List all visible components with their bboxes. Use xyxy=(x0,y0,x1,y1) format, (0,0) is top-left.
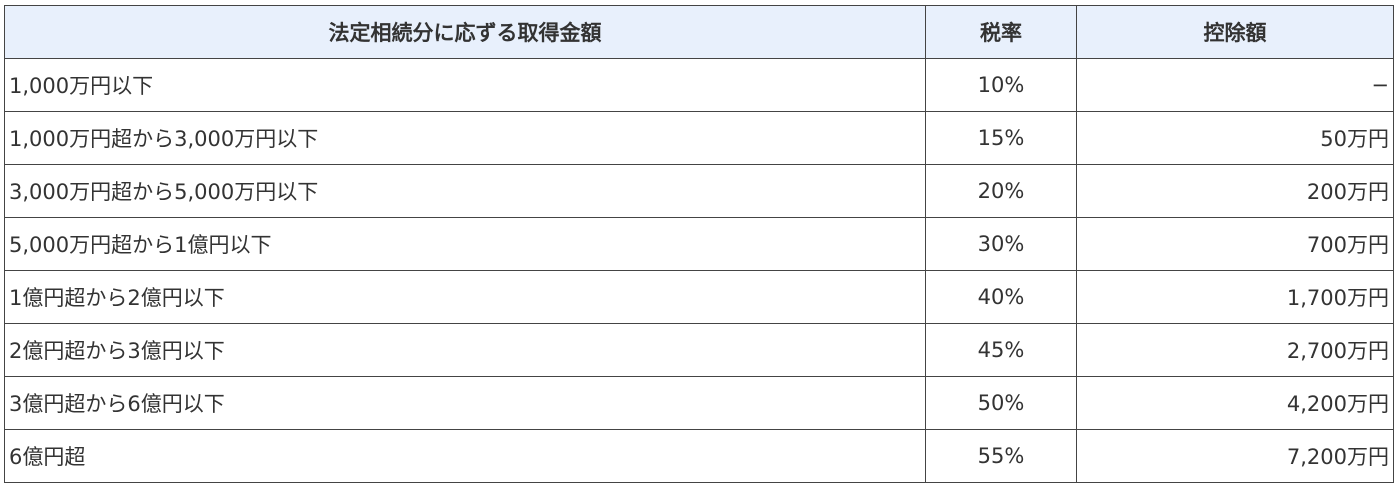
acquired-amount-cell: 3億円超から6億円以下 xyxy=(4,376,926,430)
acquired-amount-cell: 1,000万円以下 xyxy=(4,58,926,112)
table-row: 6億円超 55% 7,200万円 xyxy=(4,429,1394,483)
deduction-cell: 200万円 xyxy=(1076,164,1394,218)
acquired-amount-cell: 6億円超 xyxy=(4,429,926,483)
tax-rate-cell: 30% xyxy=(925,217,1077,271)
acquired-amount-cell: 2億円超から3億円以下 xyxy=(4,323,926,377)
deduction-cell: − xyxy=(1076,58,1394,112)
tax-rate-cell: 45% xyxy=(925,323,1077,377)
table-row: 2億円超から3億円以下 45% 2,700万円 xyxy=(4,323,1394,377)
header-acquired-amount: 法定相続分に応ずる取得金額 xyxy=(4,5,926,59)
table-row: 3億円超から6億円以下 50% 4,200万円 xyxy=(4,376,1394,430)
acquired-amount-cell: 3,000万円超から5,000万円以下 xyxy=(4,164,926,218)
deduction-cell: 2,700万円 xyxy=(1076,323,1394,377)
deduction-cell: 1,700万円 xyxy=(1076,270,1394,324)
deduction-cell: 4,200万円 xyxy=(1076,376,1394,430)
table-row: 1,000万円以下 10% − xyxy=(4,58,1394,112)
header-deduction: 控除額 xyxy=(1076,5,1394,59)
header-tax-rate: 税率 xyxy=(925,5,1077,59)
table-row: 3,000万円超から5,000万円以下 20% 200万円 xyxy=(4,164,1394,218)
deduction-cell: 700万円 xyxy=(1076,217,1394,271)
tax-rate-cell: 20% xyxy=(925,164,1077,218)
acquired-amount-cell: 5,000万円超から1億円以下 xyxy=(4,217,926,271)
acquired-amount-cell: 1,000万円超から3,000万円以下 xyxy=(4,111,926,165)
deduction-cell: 50万円 xyxy=(1076,111,1394,165)
tax-rate-cell: 15% xyxy=(925,111,1077,165)
table-row: 1,000万円超から3,000万円以下 15% 50万円 xyxy=(4,111,1394,165)
acquired-amount-cell: 1億円超から2億円以下 xyxy=(4,270,926,324)
table-row: 5,000万円超から1億円以下 30% 700万円 xyxy=(4,217,1394,271)
tax-rate-cell: 40% xyxy=(925,270,1077,324)
tax-rate-cell: 50% xyxy=(925,376,1077,430)
tax-rate-cell: 10% xyxy=(925,58,1077,112)
table-header-row: 法定相続分に応ずる取得金額 税率 控除額 xyxy=(4,5,1394,59)
table-row: 1億円超から2億円以下 40% 1,700万円 xyxy=(4,270,1394,324)
inheritance-tax-rate-table: 法定相続分に応ずる取得金額 税率 控除額 1,000万円以下 10% −1,000万… xyxy=(4,5,1394,483)
tax-rate-cell: 55% xyxy=(925,429,1077,483)
deduction-cell: 7,200万円 xyxy=(1076,429,1394,483)
